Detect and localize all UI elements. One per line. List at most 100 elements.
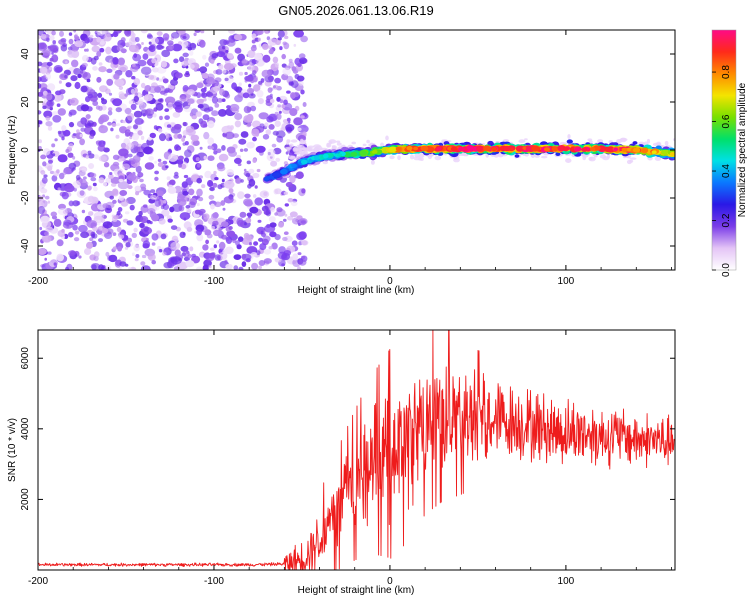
noise-speckle — [112, 246, 117, 251]
noise-speckle — [216, 51, 226, 58]
noise-speckle — [203, 213, 210, 220]
noise-speckle — [180, 96, 187, 102]
noise-speckle — [213, 244, 217, 249]
noise-speckle — [71, 168, 74, 172]
noise-speckle — [203, 131, 210, 140]
noise-speckle — [126, 220, 134, 226]
ridge-cell — [291, 163, 297, 168]
noise-speckle — [89, 237, 94, 241]
noise-speckle — [127, 153, 133, 158]
noise-speckle — [298, 53, 306, 59]
noise-speckle — [38, 248, 47, 255]
noise-speckle — [234, 157, 242, 164]
noise-speckle — [114, 78, 125, 87]
ridge-halo-speckle — [502, 139, 510, 143]
noise-speckle — [301, 240, 309, 246]
noise-speckle — [210, 203, 215, 210]
noise-speckle — [197, 163, 201, 168]
noise-speckle — [47, 125, 53, 131]
noise-speckle — [57, 187, 61, 191]
noise-speckle — [226, 169, 234, 176]
noise-speckle — [283, 218, 287, 222]
noise-speckle — [64, 184, 75, 193]
noise-speckle — [58, 130, 67, 138]
noise-speckle — [144, 109, 151, 114]
noise-speckle — [142, 240, 151, 249]
noise-speckle — [300, 220, 306, 224]
noise-speckle — [133, 244, 140, 252]
noise-speckle — [128, 267, 132, 270]
noise-speckle — [113, 215, 119, 220]
noise-speckle — [74, 230, 80, 235]
ridge-cell — [272, 172, 281, 178]
noise-speckle — [85, 114, 91, 120]
noise-speckle — [151, 260, 156, 265]
noise-speckle — [196, 98, 204, 105]
noise-speckle — [56, 253, 64, 262]
noise-speckle — [74, 40, 84, 48]
noise-speckle — [177, 147, 181, 151]
noise-speckle — [231, 82, 238, 90]
noise-speckle — [215, 69, 223, 75]
noise-speckle — [142, 113, 146, 117]
noise-speckle — [221, 221, 229, 228]
noise-speckle — [243, 148, 248, 152]
noise-speckle — [279, 46, 283, 51]
noise-speckle — [89, 172, 97, 178]
noise-speckle — [116, 226, 122, 233]
noise-speckle — [248, 178, 256, 187]
noise-speckle — [137, 172, 144, 178]
noise-speckle — [38, 110, 42, 115]
ridge-halo-speckle — [366, 139, 370, 144]
spectrogram-data — [38, 30, 675, 270]
noise-speckle — [258, 80, 263, 85]
noise-speckle — [135, 165, 142, 173]
noise-speckle — [42, 161, 47, 167]
noise-speckle — [85, 182, 89, 185]
noise-speckle — [185, 71, 190, 75]
ridge-cell — [280, 168, 288, 175]
noise-speckle — [250, 45, 257, 52]
ridge-halo-speckle — [336, 142, 342, 146]
noise-speckle — [56, 103, 61, 107]
noise-speckle — [118, 64, 128, 72]
noise-speckle — [217, 165, 226, 172]
noise-speckle — [52, 153, 56, 157]
noise-speckle — [100, 266, 107, 270]
ridge-halo-speckle — [362, 143, 367, 147]
noise-speckle — [93, 55, 99, 61]
noise-speckle — [262, 54, 271, 63]
noise-speckle — [281, 53, 287, 60]
noise-speckle — [162, 199, 167, 204]
ridge-cell — [633, 147, 641, 153]
ridge-cell — [491, 146, 498, 152]
noise-speckle — [57, 108, 66, 116]
ridge-cell — [589, 146, 596, 151]
ridge-cell — [514, 154, 520, 158]
noise-speckle — [86, 220, 98, 229]
noise-speckle — [46, 61, 53, 67]
noise-speckle — [283, 231, 289, 235]
noise-speckle — [44, 231, 50, 236]
noise-speckle — [269, 231, 277, 238]
noise-speckle — [178, 163, 182, 168]
noise-speckle — [132, 155, 141, 163]
noise-speckle — [182, 190, 189, 196]
noise-speckle — [161, 49, 171, 58]
noise-speckle — [147, 137, 153, 141]
noise-speckle — [92, 182, 97, 187]
noise-speckle — [108, 256, 114, 261]
noise-speckle — [249, 242, 252, 246]
noise-speckle — [228, 188, 234, 194]
noise-speckle — [239, 148, 244, 152]
noise-speckle — [60, 44, 68, 52]
noise-speckle — [114, 260, 122, 268]
noise-speckle — [275, 157, 281, 162]
colorbar-tick-label: 0.8 — [721, 65, 732, 79]
noise-speckle — [116, 123, 120, 127]
ridge-cell — [450, 146, 458, 152]
noise-speckle — [124, 246, 129, 250]
noise-speckle — [44, 195, 50, 200]
ridge-halo-speckle — [297, 144, 302, 148]
noise-speckle — [244, 71, 248, 76]
